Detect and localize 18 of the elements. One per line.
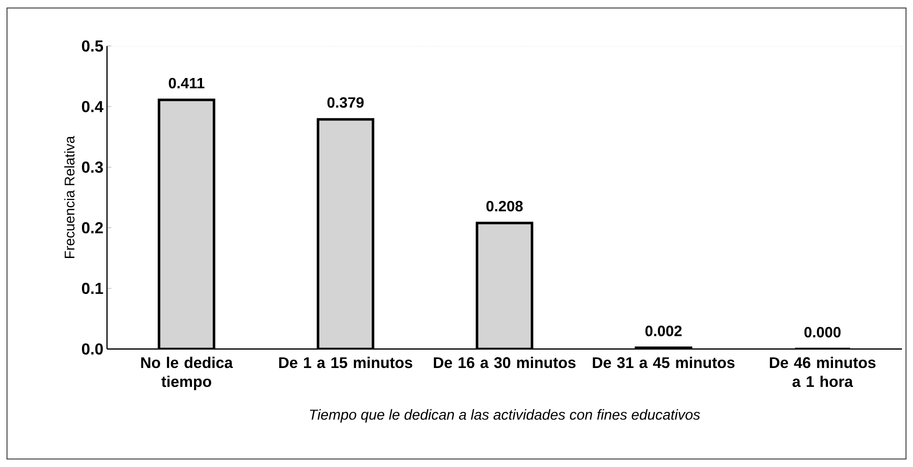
x-tick-label: De 46 minutos a 1 hora [770,356,876,388]
data-label: 0.379 [327,97,364,108]
data-label: 0.000 [804,326,841,338]
data-label: 0.411 [168,78,204,88]
y-tick-label: 0.5 [82,40,104,52]
data-label: 0.002 [645,326,682,336]
y-tick-label: 0.4 [82,100,104,112]
y-axis-title: Frecuencia Relativa [64,136,74,258]
y-tick-label: 0.2 [82,222,103,234]
y-tick-label: 0.3 [82,162,103,173]
x-axis-title: Tiempo que le dedican a las actividades con fines educativos [310,409,700,423]
x-tick-label: De 1 a 15 minutos [279,356,412,368]
data-label: 0.208 [486,200,523,212]
x-tick-label: No le dedica tiempo [141,356,233,390]
x-tick-label: De 16 a 30 minutos [434,356,576,368]
y-tick-label: 0.1 [82,282,104,294]
y-tick-label: 0.0 [82,343,103,355]
x-tick-label: De 31 a 45 minutos [592,356,735,368]
